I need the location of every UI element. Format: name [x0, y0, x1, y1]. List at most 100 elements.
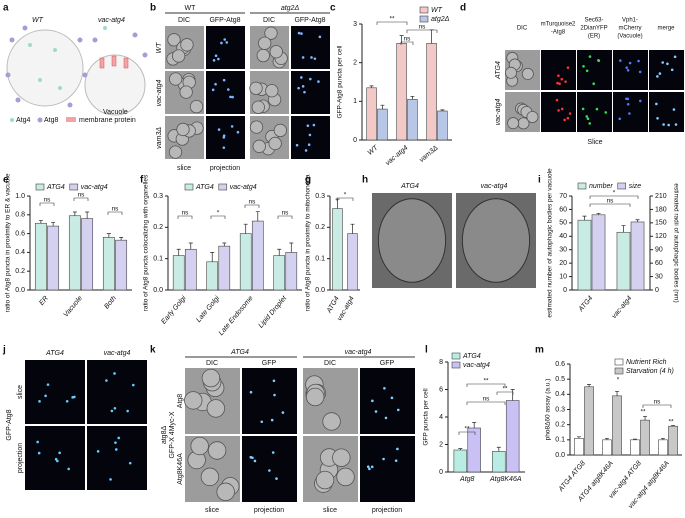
punctum [368, 467, 371, 471]
label: vac-atg4 [156, 79, 163, 106]
punctum [220, 41, 223, 45]
punctum [230, 125, 234, 128]
punctum [222, 134, 226, 137]
punctum [396, 447, 399, 451]
significance: * [344, 192, 347, 199]
punctum [114, 441, 117, 444]
bar [630, 221, 645, 291]
panel-letter: f [140, 175, 144, 186]
punctum [317, 80, 320, 83]
significance: ns [249, 199, 257, 206]
label: merge [657, 26, 675, 32]
punctum [588, 122, 592, 125]
error-bar [222, 242, 227, 247]
cell [167, 33, 181, 47]
legend-label: vac-atg4 [81, 184, 108, 191]
punctum [307, 143, 311, 146]
punctum [117, 436, 120, 440]
bar [453, 449, 468, 473]
cell [200, 467, 220, 487]
legend-swatch [184, 183, 194, 191]
punctum [65, 400, 69, 403]
punctum [251, 456, 254, 460]
punctum [383, 386, 386, 390]
membrane-proteins [99, 55, 129, 69]
punctum [303, 90, 306, 94]
punctum [211, 88, 215, 92]
punctum [586, 117, 590, 121]
cell [305, 387, 325, 407]
punctum [384, 416, 388, 420]
bracket [458, 431, 476, 435]
label: Vacuole [103, 109, 128, 116]
micrograph [25, 426, 85, 490]
error-bar [51, 221, 56, 227]
panel-letter: m [535, 345, 544, 356]
error-bar [596, 213, 601, 215]
cell [526, 110, 539, 123]
punctum [566, 66, 570, 69]
punctum [581, 107, 585, 111]
atg8-dots [5, 25, 148, 108]
label: vac-atg4 [481, 183, 508, 190]
label: GFP-Atg8 [209, 17, 240, 24]
punctum [105, 379, 108, 382]
y2-tick-label: 150 [655, 220, 667, 227]
cell [207, 441, 227, 460]
cell [249, 81, 263, 95]
punctum [227, 88, 230, 91]
punctum [382, 457, 385, 461]
label: 2DianYFP [580, 26, 607, 32]
panel-letter: h [362, 175, 368, 186]
punctum [558, 82, 561, 86]
y-tick-label: 1 [353, 98, 357, 105]
panel-letter: d [460, 3, 466, 14]
label: projection [372, 507, 402, 514]
punctum [44, 394, 47, 398]
label: projection [210, 165, 240, 172]
punctum [132, 383, 135, 387]
x-tick-label: Lipid Droplet [258, 294, 289, 329]
bar [184, 248, 197, 291]
y-tick-label: 40 [559, 233, 567, 240]
punctum [212, 59, 216, 62]
label: vam3Δ [156, 127, 163, 149]
y-tick-label: 0.2 [555, 422, 565, 429]
bracket [589, 203, 631, 207]
legend-swatch [617, 182, 627, 190]
bracket [642, 404, 672, 408]
legend-label: Nutrient Rich [626, 359, 667, 366]
bar [396, 43, 407, 141]
y-tick-label: 0.1 [315, 256, 325, 263]
y-tick-label: 0.1 [555, 437, 565, 444]
x-tick-label: vac-atg4 [384, 145, 409, 168]
cell [377, 198, 447, 283]
punctum [225, 41, 229, 44]
error-bar [472, 422, 477, 428]
punctum [270, 418, 274, 422]
punctum [272, 379, 276, 383]
legend-swatch [419, 15, 429, 23]
cell [190, 436, 209, 456]
punctum [588, 55, 592, 58]
cell [169, 72, 183, 86]
y-tick-label: 1.0 [15, 193, 25, 200]
bar [407, 99, 418, 141]
legend-label: membrane protein [79, 117, 136, 124]
punctum [557, 109, 560, 112]
punctum [674, 123, 678, 126]
label: mTurquoise2 [541, 22, 576, 28]
micrograph [87, 360, 147, 424]
punctum [673, 55, 677, 59]
label: (ER) [588, 34, 600, 40]
bracket [177, 215, 193, 219]
y-tick-label: 0.4 [555, 391, 565, 398]
punctum [36, 440, 39, 444]
legend-swatch [451, 361, 461, 369]
label: GFP-Atg8 [6, 409, 13, 440]
legend-label: Atg4 [16, 117, 31, 124]
cell [179, 85, 193, 99]
punctum [628, 112, 631, 115]
panel-letter: e [3, 175, 9, 186]
